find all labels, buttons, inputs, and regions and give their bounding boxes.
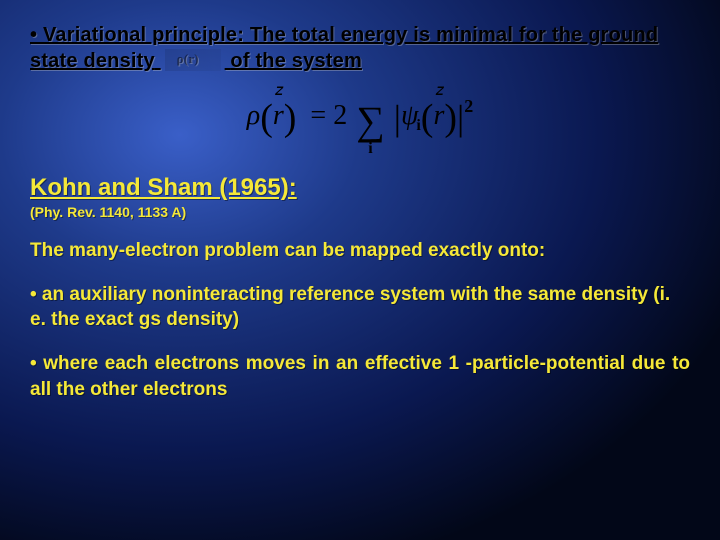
bullet-text-b: of the system xyxy=(230,50,362,72)
mapping-intro-text: The many-electron problem can be mapped … xyxy=(30,238,690,264)
formula-container: ρ(r) = 2 ∑i |ψi(r)|2 xyxy=(30,96,690,144)
density-symbol-inline xyxy=(165,49,221,71)
kohn-sham-heading: Kohn and Sham (1965): xyxy=(30,174,690,202)
auxiliary-system-bullet: • an auxiliary noninteracting reference … xyxy=(30,282,690,333)
density-formula: ρ(r) = 2 ∑i |ψi(r)|2 xyxy=(247,96,473,144)
effective-potential-bullet: • where each electrons moves in an effec… xyxy=(30,351,690,402)
citation-text: (Phy. Rev. 1140, 1133 A) xyxy=(30,204,690,220)
variational-principle-bullet: • Variational principle: The total energ… xyxy=(30,22,690,74)
